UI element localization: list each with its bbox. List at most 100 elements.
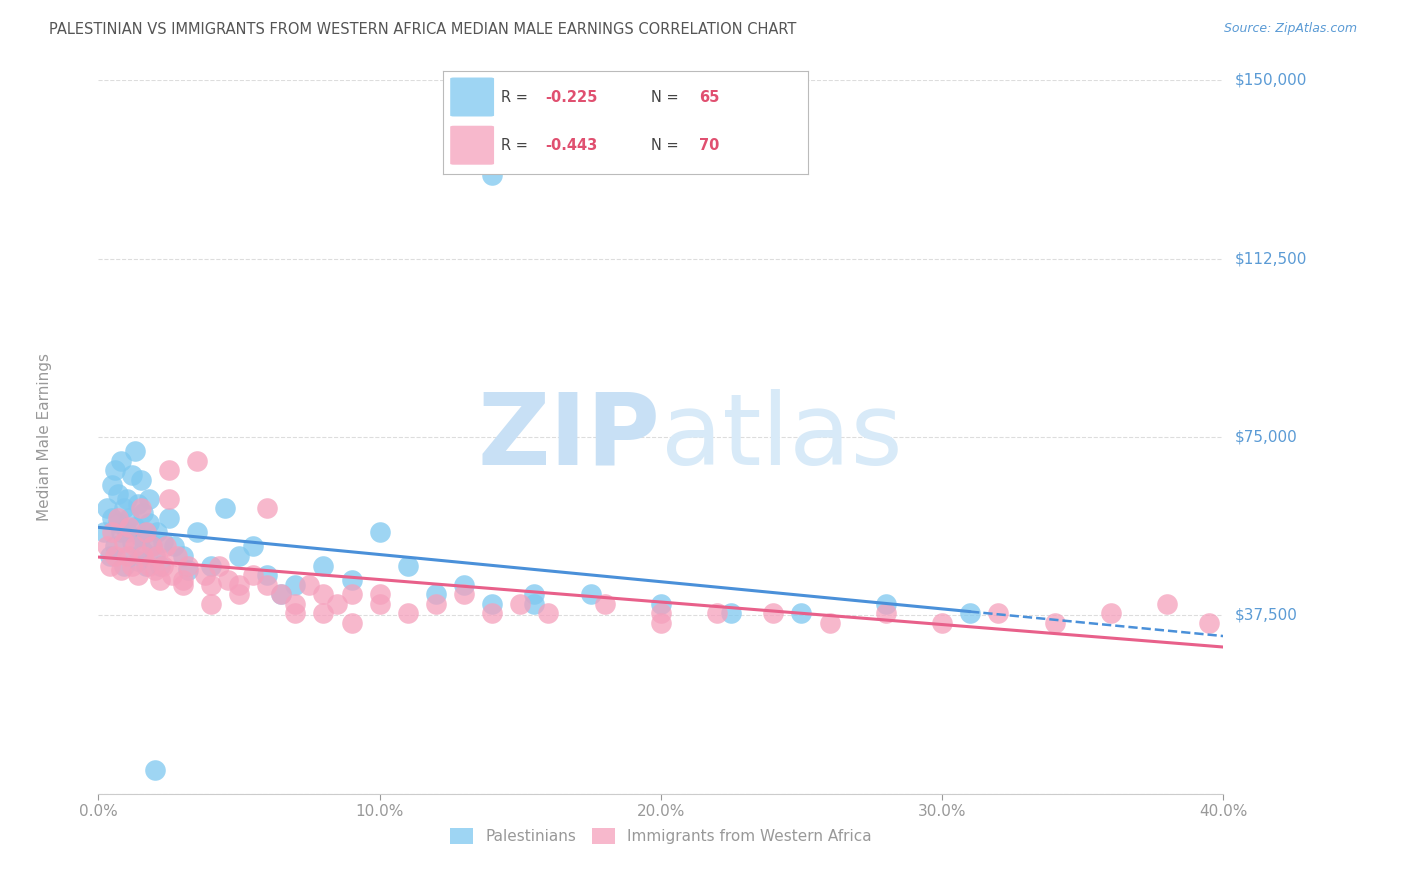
Point [104, 463, 127, 477]
Point [396, 558, 419, 573]
Point [160, 568, 183, 582]
Point [650, 615, 672, 630]
Point [593, 597, 616, 611]
Point [104, 540, 127, 554]
Point [228, 577, 250, 591]
Point [115, 491, 138, 506]
Point [172, 573, 194, 587]
Point [124, 540, 146, 554]
Point [762, 606, 785, 620]
Point [818, 615, 841, 630]
Point [284, 597, 307, 611]
Point [312, 606, 335, 620]
Text: -0.225: -0.225 [546, 89, 598, 104]
Point [152, 534, 174, 549]
Point [481, 169, 503, 183]
Point [523, 587, 546, 601]
Text: 70: 70 [699, 137, 718, 153]
Text: -0.443: -0.443 [546, 137, 598, 153]
Legend: Palestinians, Immigrants from Western Africa: Palestinians, Immigrants from Western Af… [444, 822, 877, 850]
Point [104, 549, 127, 563]
Point [1043, 615, 1066, 630]
Point [425, 587, 447, 601]
Point [107, 516, 129, 530]
Point [177, 563, 200, 577]
Point [214, 501, 236, 516]
Point [149, 573, 172, 587]
Point [143, 763, 166, 777]
Point [129, 530, 152, 544]
Point [96, 501, 118, 516]
Point [368, 597, 391, 611]
Point [107, 487, 129, 501]
Point [208, 558, 231, 573]
Point [312, 587, 335, 601]
Text: $150,000: $150,000 [1234, 73, 1306, 87]
Point [509, 597, 531, 611]
Point [138, 558, 160, 573]
Point [425, 597, 447, 611]
Point [96, 540, 118, 554]
Point [135, 525, 157, 540]
Point [298, 577, 321, 591]
FancyBboxPatch shape [450, 78, 494, 117]
Point [101, 525, 124, 540]
Point [453, 577, 475, 591]
Text: N =: N = [651, 137, 683, 153]
Point [143, 563, 166, 577]
Point [200, 597, 222, 611]
Point [93, 525, 115, 540]
Point [166, 549, 188, 563]
Point [129, 501, 152, 516]
Point [228, 549, 250, 563]
Point [110, 563, 132, 577]
Point [396, 606, 419, 620]
Point [706, 606, 728, 620]
Point [326, 597, 349, 611]
Point [340, 587, 363, 601]
Point [127, 554, 149, 568]
Point [368, 587, 391, 601]
Point [177, 558, 200, 573]
Text: R =: R = [502, 137, 533, 153]
Point [523, 597, 546, 611]
Point [110, 454, 132, 468]
Text: Source: ZipAtlas.com: Source: ZipAtlas.com [1223, 22, 1357, 36]
Text: PALESTINIAN VS IMMIGRANTS FROM WESTERN AFRICA MEDIAN MALE EARNINGS CORRELATION C: PALESTINIAN VS IMMIGRANTS FROM WESTERN A… [49, 22, 797, 37]
Point [112, 558, 135, 573]
Point [959, 606, 981, 620]
Point [194, 568, 217, 582]
Point [143, 549, 166, 563]
Point [1198, 615, 1220, 630]
Point [256, 568, 278, 582]
Point [1099, 606, 1122, 620]
Point [453, 587, 475, 601]
Point [537, 606, 560, 620]
Point [481, 597, 503, 611]
Text: ZIP: ZIP [478, 389, 661, 485]
Point [118, 549, 141, 563]
Point [115, 525, 138, 540]
Point [121, 558, 143, 573]
Point [720, 606, 742, 620]
Point [138, 491, 160, 506]
Point [101, 511, 124, 525]
Point [228, 587, 250, 601]
Text: $112,500: $112,500 [1234, 252, 1306, 266]
Point [217, 573, 239, 587]
Point [200, 577, 222, 591]
Point [312, 558, 335, 573]
Text: R =: R = [502, 89, 533, 104]
Point [132, 506, 155, 520]
Point [650, 597, 672, 611]
Text: 65: 65 [699, 89, 718, 104]
Point [98, 558, 121, 573]
Point [284, 606, 307, 620]
Point [242, 568, 264, 582]
Point [118, 520, 141, 534]
Point [98, 549, 121, 563]
Point [340, 573, 363, 587]
Text: Median Male Earnings: Median Male Earnings [37, 353, 52, 521]
Point [155, 540, 177, 554]
Point [112, 501, 135, 516]
